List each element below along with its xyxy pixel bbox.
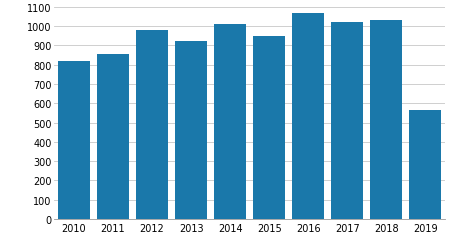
Bar <box>292 14 324 219</box>
Bar <box>97 55 129 219</box>
Bar <box>214 25 246 219</box>
Bar <box>253 37 285 219</box>
Bar <box>58 61 90 219</box>
Bar <box>331 23 363 219</box>
Bar <box>410 111 441 219</box>
Bar <box>136 31 168 219</box>
Bar <box>175 42 207 219</box>
Bar <box>370 21 402 219</box>
